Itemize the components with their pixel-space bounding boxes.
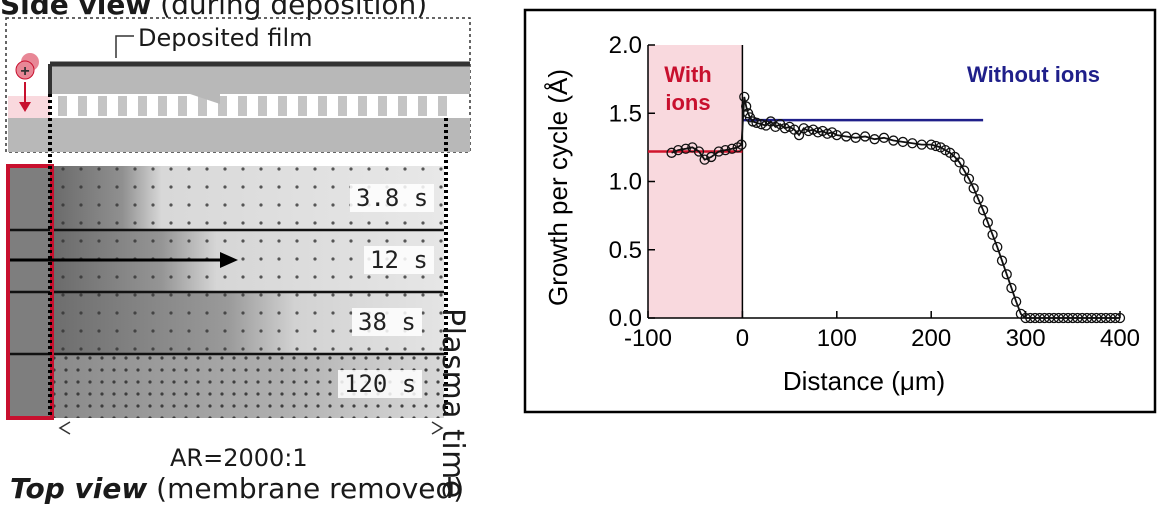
- growth-point-7: [713, 146, 724, 157]
- growth-point-37: [859, 131, 871, 142]
- growth-point-26: [793, 129, 805, 141]
- pillar-12: [298, 96, 307, 116]
- pillar-3: [118, 96, 127, 116]
- growth-point-18: [756, 119, 767, 130]
- pillar-5: [158, 96, 167, 116]
- pillar-0: [58, 96, 67, 116]
- growth-point-58: [992, 241, 1003, 253]
- growth-point-83: [1110, 312, 1121, 324]
- growth-point-45: [930, 140, 942, 152]
- pillar-13: [318, 96, 327, 116]
- pillar-14: [338, 96, 347, 116]
- growth-point-52: [963, 173, 975, 184]
- with-ions-label-line-2: ions: [665, 90, 710, 115]
- y-tick-label-3: 1.5: [609, 100, 642, 127]
- pillar-6: [178, 96, 187, 116]
- growth-point-8: [720, 144, 731, 156]
- aspect-ratio-label: AR=2000:1: [170, 444, 308, 472]
- film-leader: [115, 35, 134, 58]
- growth-point-54: [973, 194, 984, 205]
- diffusion-arrow-head: [220, 252, 238, 268]
- pillar-1: [78, 96, 87, 116]
- y-tick-label-4: 2.0: [609, 32, 642, 59]
- pillar-10: [258, 96, 267, 116]
- growth-point-56: [982, 217, 993, 228]
- membrane-taper: [50, 94, 220, 104]
- growth-point-44: [926, 139, 937, 150]
- x-tick-label-4: 300: [1006, 325, 1046, 352]
- ar-arrow-heads: [58, 421, 444, 435]
- pillar-11: [278, 96, 287, 116]
- growth-point-17: [751, 117, 762, 128]
- pillar-4: [138, 96, 147, 116]
- substrate-bottom: [8, 118, 470, 152]
- growth-point-60: [1001, 269, 1012, 280]
- ion-region: [8, 96, 52, 118]
- pillar-9: [238, 96, 247, 116]
- y-tick-label-1: 0.5: [609, 237, 642, 264]
- ion-circle: [15, 60, 35, 80]
- with-ions-label-line-1: With: [664, 62, 711, 87]
- growth-point-53: [968, 183, 979, 194]
- growth-point-13: [741, 101, 752, 112]
- chart-frame: [523, 8, 1157, 414]
- growth-point-9: [726, 143, 738, 154]
- membrane-top: [50, 64, 470, 94]
- x-tick-label-2: 100: [817, 325, 857, 352]
- growth-point-6: [706, 151, 717, 163]
- growth-point-57: [987, 229, 998, 240]
- growth-point-62: [1011, 296, 1022, 307]
- x-tick-label-0: -100: [624, 325, 672, 352]
- with-ions-region: [648, 45, 743, 318]
- pillar-19: [438, 96, 447, 116]
- pillars: [58, 96, 447, 116]
- pillar-2: [98, 96, 107, 116]
- without-ions-label: Without ions: [967, 62, 1100, 87]
- side-view-diagram: +: [5, 17, 471, 160]
- growth-point-59: [996, 255, 1008, 266]
- pillar-17: [398, 96, 407, 116]
- ion-symbol: +: [20, 63, 29, 80]
- ion-arrow-head: [19, 102, 31, 112]
- growth-point-39: [878, 132, 890, 143]
- side-view-title-rest: (during deposition): [160, 0, 428, 21]
- x-tick-label-5: 400: [1100, 325, 1140, 352]
- growth-point-61: [1006, 282, 1017, 294]
- pillar-7: [198, 96, 207, 116]
- growth-point-84: [1114, 312, 1126, 324]
- plasma-time-3: 38 s: [352, 308, 422, 336]
- growth-point-5: [699, 154, 710, 165]
- x-axis-label: Distance (μm): [783, 366, 945, 396]
- x-tick-label-1: 0: [736, 325, 749, 352]
- pillar-18: [418, 96, 427, 116]
- pillar-15: [358, 96, 367, 116]
- growth-point-4: [693, 146, 705, 157]
- y-axis-label: Growth per cycle (Å): [543, 69, 573, 306]
- plasma-time-1: 3.8 s: [350, 184, 435, 212]
- plasma-time-4: 120 s: [338, 370, 423, 398]
- pillar-8: [218, 96, 227, 116]
- x-tick-label-3: 200: [911, 325, 951, 352]
- growth-point-2: [680, 143, 691, 154]
- growth-point-0: [666, 147, 677, 158]
- growth-point-11: [736, 139, 747, 150]
- side-view-title: Side view (during deposition): [0, 0, 427, 21]
- growth-point-51: [959, 165, 970, 176]
- y-tick-label-2: 1.0: [609, 169, 642, 196]
- pillar-16: [378, 96, 387, 116]
- film-label: Deposited film: [138, 24, 313, 52]
- side-view-title-bold: Side view: [0, 0, 152, 21]
- growth-point-12: [739, 91, 750, 103]
- growth-point-1: [673, 144, 684, 156]
- growth-point-50: [954, 157, 965, 168]
- y-tick-label-0: 0.0: [609, 305, 642, 332]
- plasma-time-2: 12 s: [364, 246, 434, 274]
- growth-point-55: [977, 205, 989, 216]
